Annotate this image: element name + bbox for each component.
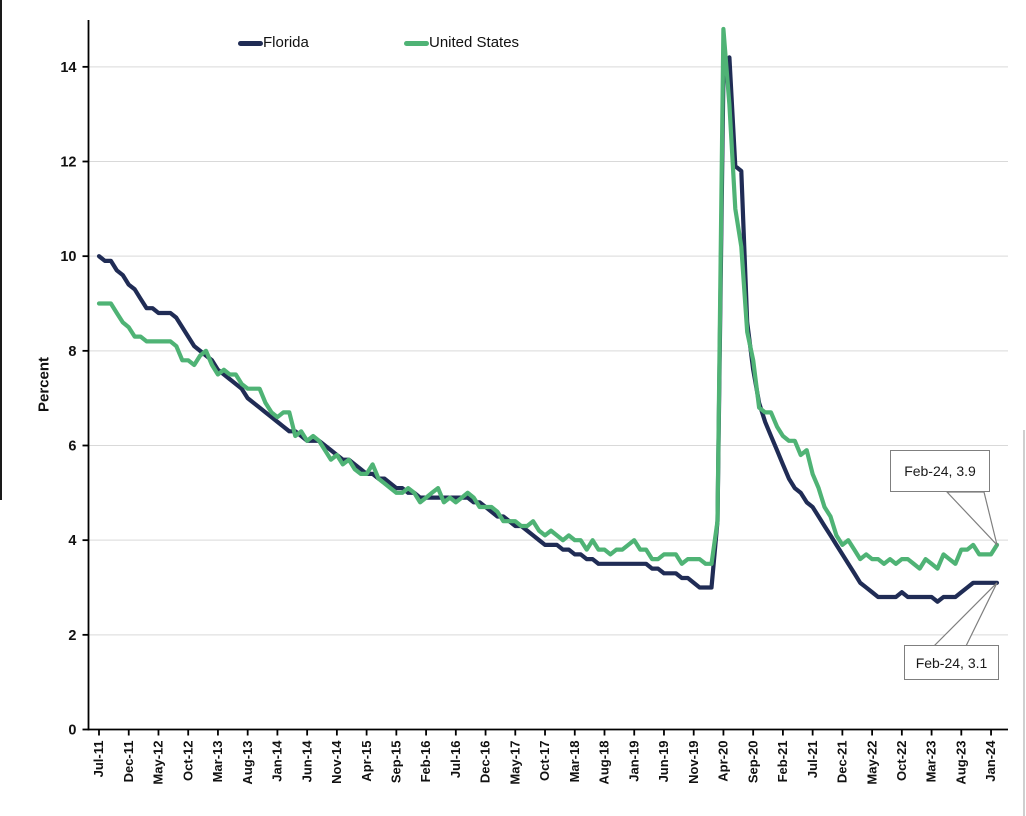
x-tick-label: Nov-14 [329,740,344,784]
x-tick-label: Aug-23 [953,741,968,785]
x-tick-label: Feb-21 [775,741,790,783]
x-tick-label: Aug-18 [597,741,612,785]
y-tick-label: 10 [60,249,76,265]
x-tick-label: Jan-24 [983,740,998,782]
x-tick-label: Sep-20 [745,741,760,784]
y-tick-label: 14 [60,60,76,76]
x-tick-label: Jul-11 [91,741,106,778]
legend-swatch-florida-icon [238,40,263,46]
legend-swatch-united-states-icon [404,40,429,46]
x-tick-label: Sep-15 [389,741,404,784]
united-states-line [96,26,1000,571]
x-tick-label: Dec-11 [121,741,136,783]
y-axis-title: Percent [35,356,53,413]
x-tick-label: Mar-23 [924,741,939,783]
x-tick-label: Feb-16 [418,741,433,783]
x-tick-label: May-22 [864,741,879,785]
florida-line [96,55,1000,604]
legend-label-united-states: United States [429,34,520,51]
callout-pointer-united-states [945,491,999,547]
x-tick-label: Jan-14 [270,740,285,782]
x-tick-label: Dec-16 [478,741,493,784]
screen-right-edge-line [1023,430,1025,816]
x-tick-label: Jun-14 [299,740,314,783]
x-tick-label: Nov-19 [686,741,701,784]
y-tick-label: 4 [68,533,76,549]
x-tick-label: May-12 [151,741,166,785]
y-tick-label: 8 [68,344,76,360]
y-tick-label: 6 [68,438,76,454]
x-tick-label: May-17 [507,741,522,785]
x-tick-label: Dec-21 [835,741,850,784]
x-tick-label: Mar-13 [210,741,225,783]
callout-florida-text: Feb-24, 3.1 [915,654,988,671]
screen-left-edge-line [0,0,2,500]
y-tick-label: 12 [60,154,76,170]
y-tick-label: 2 [68,628,76,644]
x-tick-label: Jan-19 [626,741,641,782]
x-tick-label: Jun-19 [656,741,671,783]
callout-united-states-text: Feb-24, 3.9 [904,463,976,479]
x-tick-label: Mar-18 [567,741,582,783]
callout-florida-feb24: Feb-24, 3.1 [904,645,999,680]
callout-pointer-florida [932,582,998,647]
x-tick-label: Jul-21 [805,741,820,779]
legend-label-florida: Florida [263,34,309,51]
x-tick-label: Apr-15 [359,741,374,782]
x-tick-label: Aug-13 [240,741,255,785]
x-tick-label: Oct-12 [180,741,195,781]
x-tick-label: Jul-16 [448,741,463,779]
legend-item-florida: Florida [238,34,309,52]
x-tick-label: Oct-17 [537,741,552,781]
callout-united-states-feb24: Feb-24, 3.9 [890,450,990,492]
y-tick-label: 0 [68,722,76,738]
legend-item-united-states: United States [404,34,519,52]
x-tick-label: Apr-20 [716,741,731,782]
x-tick-label: Oct-22 [894,741,909,781]
